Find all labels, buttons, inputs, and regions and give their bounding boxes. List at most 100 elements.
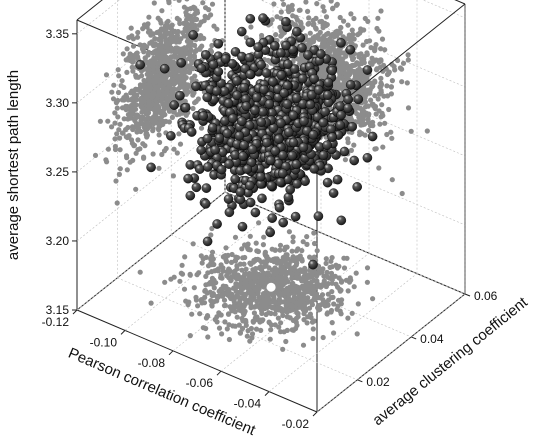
projection-point-xy — [248, 325, 254, 332]
projection-point-xy — [283, 252, 289, 258]
projection-point-yz — [160, 101, 166, 107]
data-point — [146, 162, 156, 173]
projection-point-xy — [263, 311, 269, 318]
projection-point-xy — [345, 288, 351, 294]
data-point — [196, 145, 206, 155]
projection-point-xz — [323, 14, 330, 20]
projection-point-xy — [324, 269, 330, 275]
projection-point-yz — [190, 105, 196, 112]
grid-line — [117, 277, 358, 381]
data-point — [202, 92, 212, 103]
projection-point-xy — [242, 308, 248, 315]
data-point — [347, 122, 358, 132]
projection-point-yz — [197, 36, 203, 42]
projection-point-yz — [201, 35, 207, 42]
projection-point-yz — [124, 46, 130, 52]
projection-point-xz — [345, 22, 351, 28]
projection-point-xy — [341, 265, 348, 271]
data-point — [345, 45, 356, 55]
projection-point-xy — [219, 331, 225, 337]
grid-line — [76, 191, 226, 311]
projection-point-xz — [378, 8, 384, 14]
projection-point-yz — [196, 22, 202, 28]
projection-point-yz — [157, 17, 163, 23]
projection-point-xy — [202, 288, 208, 294]
projection-point-yz — [203, 5, 209, 11]
projection-point-xy — [321, 273, 327, 279]
projection-point-yz — [147, 70, 153, 76]
x-tick-mark — [264, 391, 270, 396]
projection-point-yz — [189, 22, 195, 28]
projection-point-xz — [348, 147, 354, 153]
projection-point-yz — [124, 103, 130, 110]
projection-point-xz — [322, 20, 328, 26]
data-point — [166, 131, 176, 141]
y-tick-label: 0.02 — [366, 375, 390, 389]
projection-point-yz — [209, 42, 215, 49]
projection-point-xz — [303, 0, 309, 5]
z-tick-label: 3.35 — [46, 27, 70, 41]
projection-point-xz — [424, 128, 430, 134]
projection-point-xy — [370, 296, 376, 302]
data-point — [328, 188, 339, 198]
projection-point-xz — [307, 38, 313, 44]
projection-point-xz — [358, 26, 364, 32]
projection-point-xy — [283, 260, 289, 267]
projection-point-xz — [345, 139, 351, 146]
projection-point-xy — [209, 303, 215, 309]
projection-point-yz — [177, 20, 183, 27]
projection-point-xy — [245, 246, 251, 252]
projection-point-yz — [176, 0, 182, 3]
data-point — [308, 259, 318, 270]
projection-point-xy — [294, 275, 300, 281]
projection-point-yz — [184, 17, 190, 23]
box-edge — [76, 309, 318, 413]
data-point — [276, 70, 287, 80]
data-point — [216, 164, 227, 175]
projection-point-xy — [320, 334, 326, 341]
projection-point-yz — [145, 103, 151, 109]
projection-point-xz — [397, 65, 403, 71]
projection-point-xy — [226, 336, 232, 343]
data-point — [275, 177, 286, 187]
projection-point-yz — [193, 48, 199, 54]
projection-point-yz — [138, 97, 144, 103]
projection-point-xy — [301, 317, 307, 323]
projection-point-xz — [274, 14, 280, 20]
projection-point-xy — [230, 303, 237, 309]
data-point — [238, 151, 248, 161]
projection-point-yz — [162, 27, 168, 33]
projection-point-xy — [257, 319, 263, 325]
projection-point-yz — [174, 15, 180, 21]
projection-point-yz — [146, 14, 152, 20]
projection-point-yz — [134, 34, 141, 40]
projection-point-yz — [133, 150, 139, 156]
data-point — [308, 129, 319, 140]
projection-point-yz — [133, 95, 139, 101]
data-point — [185, 190, 196, 201]
projection-point-yz — [156, 125, 162, 131]
data-point — [257, 107, 268, 117]
projection-point-xz — [313, 26, 319, 32]
projection-point-xy — [220, 265, 226, 271]
projection-point-xy — [251, 310, 257, 316]
projection-point-xy — [187, 333, 193, 339]
projection-point-xy — [286, 297, 292, 303]
projection-point-yz — [151, 0, 157, 6]
data-point — [290, 211, 301, 222]
projection-point-xz — [399, 190, 405, 197]
projection-point-yz — [137, 82, 143, 88]
data-point — [227, 58, 238, 69]
projection-point-yz — [156, 165, 162, 171]
projection-point-yz — [115, 97, 121, 104]
projection-point-xy — [189, 311, 195, 317]
projection-point-yz — [168, 93, 174, 99]
projection-point-xz — [378, 46, 384, 52]
projection-point-xy — [310, 335, 316, 342]
projection-point-xz — [367, 38, 373, 44]
projection-point-yz — [133, 74, 139, 80]
projection-point-xz — [379, 102, 385, 108]
projection-point-xz — [360, 42, 366, 48]
projection-point-xz — [334, 1, 340, 7]
projection-point-xy — [334, 265, 341, 271]
